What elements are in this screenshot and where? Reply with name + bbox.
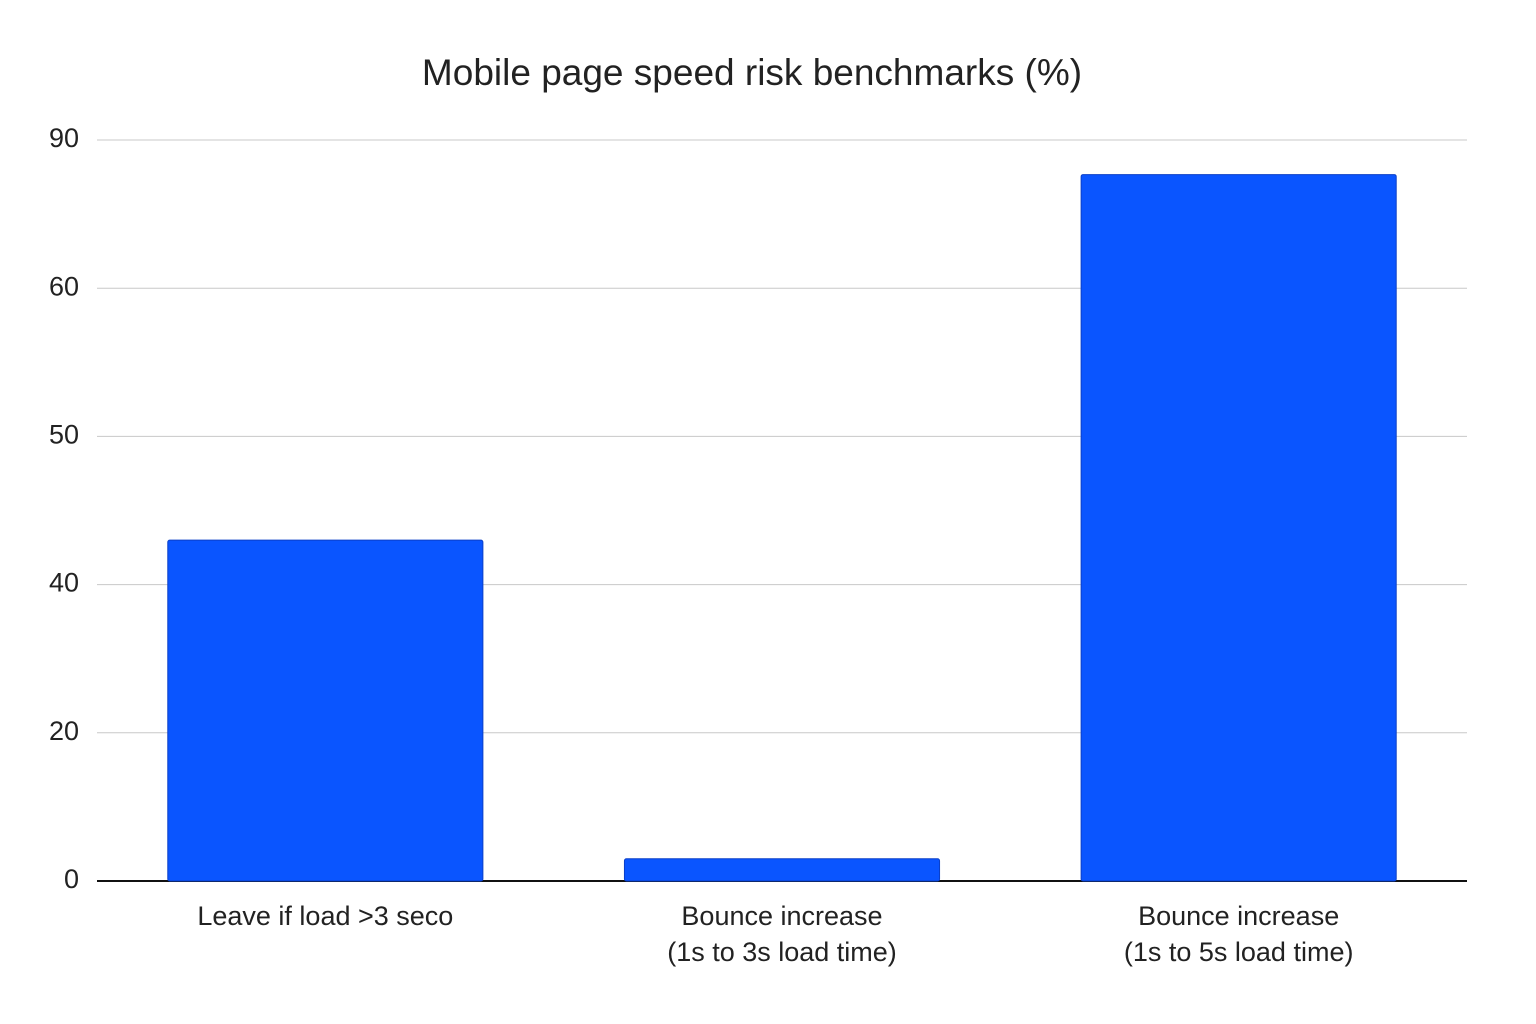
chart-title: Mobile page speed risk benchmarks (%) — [422, 52, 1082, 93]
bar — [623, 858, 941, 882]
x-tick-label: Leave if load >3 seco — [197, 901, 454, 931]
y-tick-label: 50 — [49, 420, 79, 450]
y-tick-label: 40 — [49, 568, 79, 598]
y-tick-label: 0 — [64, 864, 79, 894]
y-tick-label: 60 — [49, 271, 79, 301]
bar — [1080, 174, 1397, 882]
y-tick-label: 90 — [49, 123, 79, 153]
x-tick-label: Bounce increase (1s to 3s load time) — [667, 901, 897, 967]
x-tick-label: Bounce increase (1s to 5s load time) — [1123, 901, 1354, 967]
y-tick-label: 20 — [49, 716, 79, 746]
bar — [167, 539, 484, 882]
